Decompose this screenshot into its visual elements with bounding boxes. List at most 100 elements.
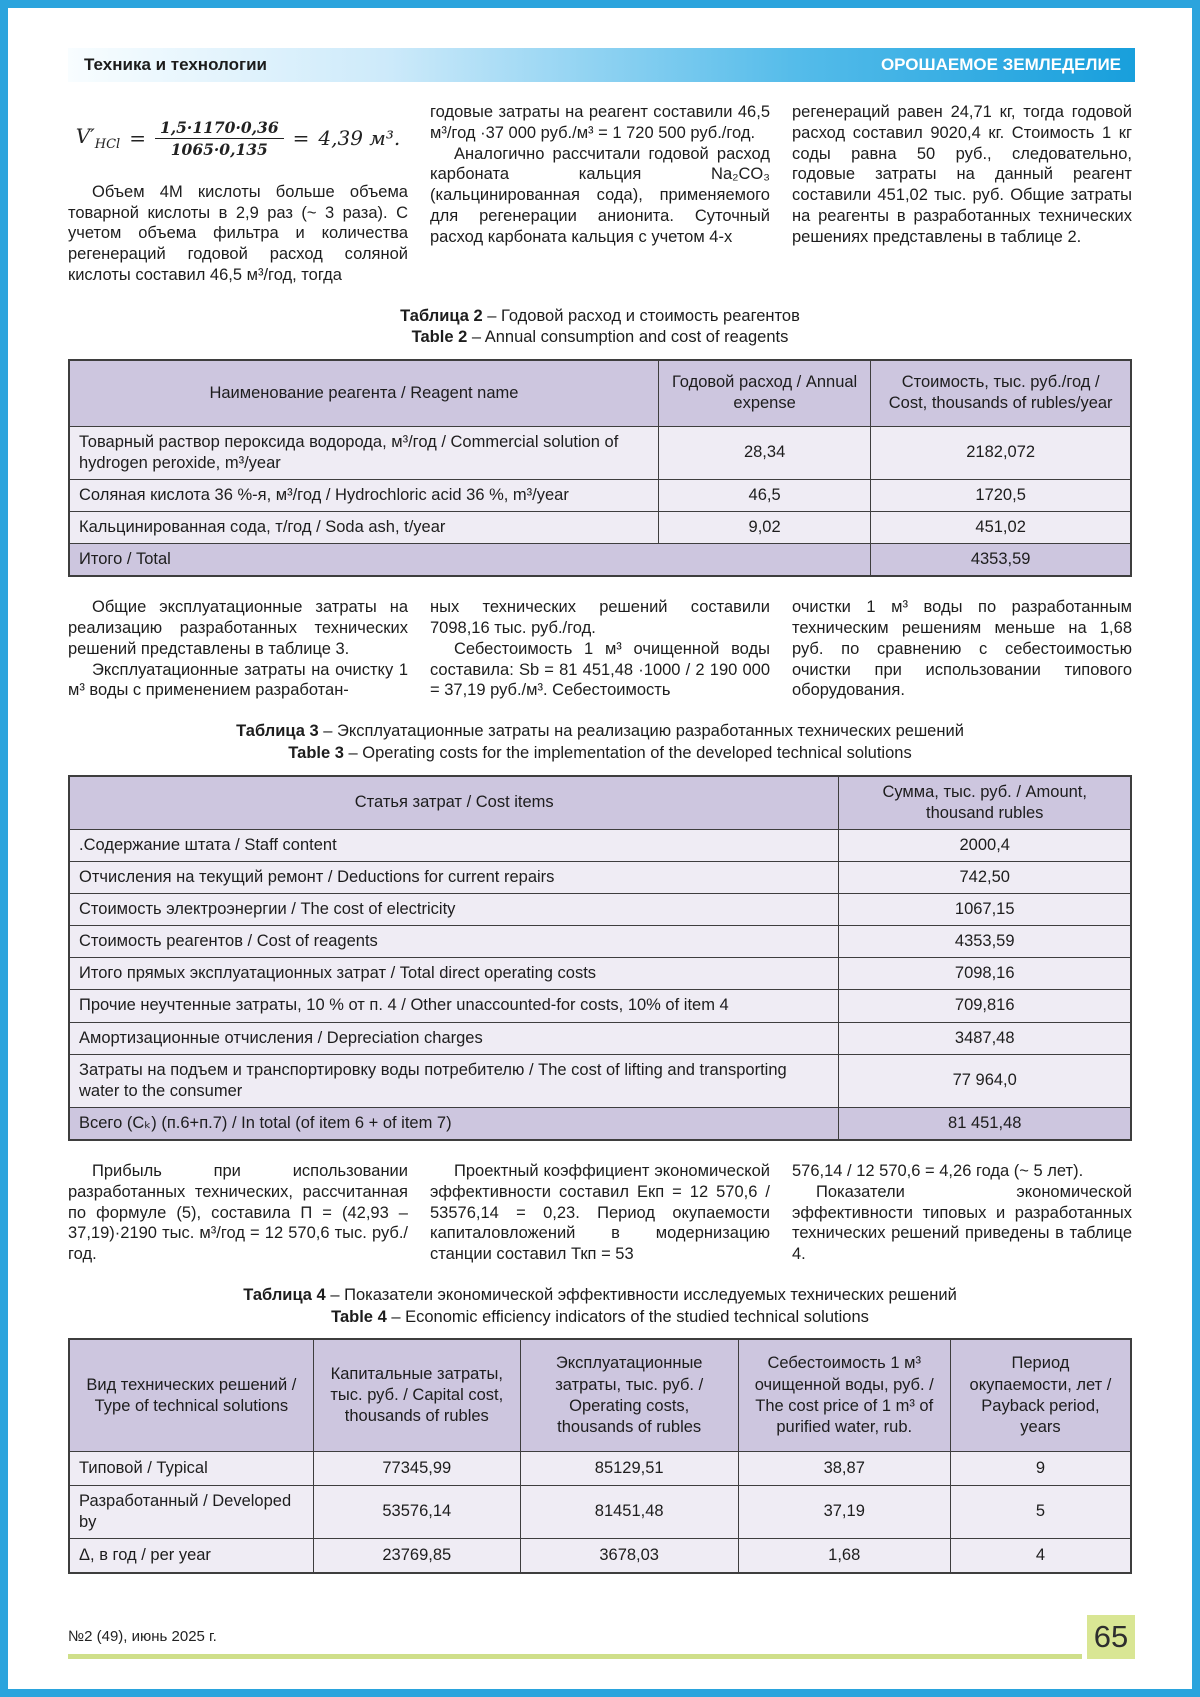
paragraph: Общие эксплуатационные затраты на реализ…: [68, 598, 408, 658]
table-cell: Итого / Total: [68, 543, 872, 577]
table-row: Стоимость реагентов / Cost of reagents 4…: [68, 925, 1132, 959]
text-column: Прибыль при использовании разработанных …: [68, 1161, 408, 1265]
paragraph: Себестоимость 1 м³ очищенной воды состав…: [430, 639, 770, 700]
paragraph: Аналогично рассчитали годовой расход кар…: [430, 144, 770, 246]
table-cell: 77 964,0: [838, 1053, 1132, 1108]
page-header: Техника и технологии ОРОШАЕМОЕ ЗЕМЛЕДЕЛИ…: [68, 48, 1135, 82]
table-cell: 4353,59: [838, 925, 1132, 959]
text-column: регенераций равен 24,71 кг, тогда годово…: [792, 102, 1132, 286]
page-footer: №2 (49), июнь 2025 г. 65: [68, 1615, 1135, 1659]
text-section-1: V′HCl = 1,5·1170·0,36 1065·0,135 = 4,39 …: [68, 102, 1132, 286]
table-row: Δ, в год / per year 23769,85 3678,03 1,6…: [68, 1538, 1132, 1574]
table2-caption-ru-text: – Годовой расход и стоимость реагентов: [482, 306, 800, 325]
table-cell: Соляная кислота 36 %-я, м³/год / Hydroch…: [68, 478, 659, 513]
paragraph: годовые затраты на реагент составили 46,…: [430, 103, 770, 142]
text-column: годовые затраты на реагент составили 46,…: [430, 102, 770, 286]
column-header: Период окупаемости, лет / Payback period…: [949, 1338, 1132, 1452]
text-section-3: Прибыль при использовании разработанных …: [68, 1161, 1132, 1265]
table-cell: 81 451,48: [838, 1106, 1132, 1141]
table-cell: 9,02: [657, 511, 872, 545]
column-header: Эксплуатационные затраты, тыс. руб. / Op…: [519, 1338, 739, 1452]
table-cell: 28,34: [657, 425, 872, 480]
table-cell: Стоимость реагентов / Cost of reagents: [68, 925, 840, 959]
table-cell: 1720,5: [870, 478, 1132, 513]
formula-result: 4,39 м³.: [318, 126, 401, 151]
text-column: ных технических решений составили 7098,1…: [430, 597, 770, 701]
table-cell: 23769,85: [312, 1538, 521, 1574]
paragraph: Проектный коэффициент экономической эффе…: [430, 1161, 770, 1264]
table-cell: 3678,03: [519, 1538, 739, 1574]
page-number: 65: [1087, 1615, 1135, 1659]
hcl-volume-formula: V′HCl = 1,5·1170·0,36 1065·0,135 = 4,39 …: [68, 118, 408, 160]
table3-caption-ru-label: Таблица 3: [236, 722, 319, 741]
column-header: Капитальные затраты, тыс. руб. / Capital…: [312, 1338, 521, 1452]
text-column: 576,14 / 12 570,6 = 4,26 года (~ 5 лет).…: [792, 1161, 1132, 1265]
table-cell: Прочие неучтенные затраты, 10 % от п. 4 …: [68, 989, 840, 1023]
table-cell: Кальцинированная сода, т/год / Soda ash,…: [68, 511, 659, 545]
table3-caption-ru-text: – Эксплуатационные затраты на реализацию…: [318, 722, 964, 741]
table-cell: 37,19: [737, 1484, 951, 1540]
table4-caption-ru-text: – Показатели экономической эффективности…: [325, 1285, 957, 1304]
table-cell: 4353,59: [870, 543, 1132, 577]
paragraph: Прибыль при использовании разработанных …: [68, 1161, 408, 1264]
table-cell: Амортизационные отчисления / Depreciatio…: [68, 1021, 840, 1055]
table-cell: .Содержание штата / Staff content: [68, 828, 840, 863]
text-column: очистки 1 м³ воды по разработанным техни…: [792, 597, 1132, 701]
table-cell: Товарный раствор пероксида водорода, м³/…: [68, 425, 659, 480]
table-cell: 1067,15: [838, 893, 1132, 927]
table-row: Итого прямых эксплуатационных затрат / T…: [68, 957, 1132, 991]
issue-label: №2 (49), июнь 2025 г.: [68, 1628, 217, 1645]
table2-caption-en-label: Table 2: [411, 328, 468, 347]
text-column: Проектный коэффициент экономической эффе…: [430, 1161, 770, 1265]
table-cell: 38,87: [737, 1450, 951, 1486]
table-cell: 77345,99: [312, 1450, 521, 1486]
table-cell: 2182,072: [870, 425, 1132, 480]
table4-caption: Таблица 4 – Показатели экономической эфф…: [68, 1285, 1132, 1329]
table3-caption: Таблица 3 – Эксплуатационные затраты на …: [68, 721, 1132, 765]
table-row: .Содержание штата / Staff content 2000,4: [68, 828, 1132, 863]
table-cell: 2000,4: [838, 828, 1132, 863]
table-cell: 4: [949, 1538, 1132, 1574]
operating-costs-table: Статья затрат / Cost items Сумма, тыс. р…: [68, 774, 1132, 1141]
fraction-denominator: 1065·0,135: [170, 140, 268, 160]
column-header: Стоимость, тыс. руб./год / Cost, thousan…: [870, 359, 1132, 427]
table-cell: 81451,48: [519, 1484, 739, 1540]
column-header: Сумма, тыс. руб. / Amount, thousand rubl…: [838, 775, 1132, 830]
table-row: Амортизационные отчисления / Depreciatio…: [68, 1021, 1132, 1055]
equals-sign: =: [292, 126, 310, 151]
table-row: Отчисления на текущий ремонт / Deduction…: [68, 860, 1132, 895]
table-total-row: Всего (Сₖ) (п.6+п.7) / In total (of item…: [68, 1106, 1132, 1141]
table-cell: Затраты на подъем и транспортировку воды…: [68, 1053, 840, 1108]
table-cell: Разработанный / Developed by: [68, 1484, 314, 1540]
fraction-numerator: 1,5·1170·0,36: [154, 118, 284, 140]
table4-caption-ru-label: Таблица 4: [243, 1285, 326, 1304]
paragraph: очистки 1 м³ воды по разработанным техни…: [792, 598, 1132, 700]
table-row: Типовой / Typical 77345,99 85129,51 38,8…: [68, 1450, 1132, 1486]
column-header: Наименование реагента / Reagent name: [68, 359, 659, 427]
paragraph: Эксплуатационные затраты на очистку 1 м³…: [68, 660, 408, 700]
reagents-table: Наименование реагента / Reagent name Год…: [68, 359, 1132, 578]
table-cell: 1,68: [737, 1538, 951, 1574]
table-cell: 3487,48: [838, 1021, 1132, 1055]
table4-caption-en-text: – Economic efficiency indicators of the …: [386, 1307, 869, 1326]
table-cell: 85129,51: [519, 1450, 739, 1486]
table-cell: 5: [949, 1484, 1132, 1540]
text-section-2: Общие эксплуатационные затраты на реализ…: [68, 597, 1132, 701]
paragraph: Объем 4М кислоты больше объема товарной …: [68, 182, 408, 284]
table-cell: 9: [949, 1450, 1132, 1486]
table3-caption-en-text: – Operating costs for the implementation…: [343, 743, 912, 762]
fraction: 1,5·1170·0,36 1065·0,135: [154, 118, 284, 160]
table-row: Кальцинированная сода, т/год / Soda ash,…: [68, 511, 1132, 545]
table-cell: Всего (Сₖ) (п.6+п.7) / In total (of item…: [68, 1106, 840, 1141]
table-cell: 46,5: [657, 478, 872, 513]
table-cell: 7098,16: [838, 957, 1132, 991]
paragraph: Показатели экономической эффективности т…: [792, 1182, 1132, 1264]
issue-info: №2 (49), июнь 2025 г.: [68, 1628, 1082, 1659]
efficiency-table: Вид технических решений / Type of techni…: [68, 1338, 1132, 1574]
table-cell: 709,816: [838, 989, 1132, 1023]
table-cell: Типовой / Typical: [68, 1450, 314, 1486]
table-row: Соляная кислота 36 %-я, м³/год / Hydroch…: [68, 478, 1132, 513]
text-column: V′HCl = 1,5·1170·0,36 1065·0,135 = 4,39 …: [68, 102, 408, 286]
column-header: Годовой расход / Annual expense: [657, 359, 872, 427]
table-row: Стоимость электроэнергии / The cost of e…: [68, 893, 1132, 927]
